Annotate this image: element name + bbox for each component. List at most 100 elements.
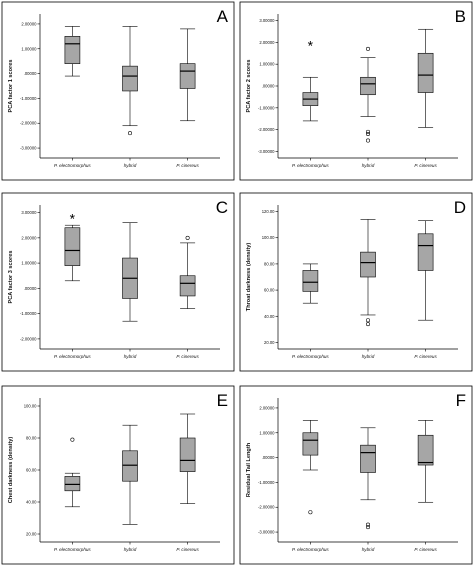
box-2 bbox=[417, 220, 434, 321]
y-tick-label: 20.00 bbox=[264, 340, 275, 345]
panel-letter: D bbox=[454, 198, 466, 217]
iqr-box bbox=[122, 450, 138, 482]
box-1 bbox=[360, 427, 376, 530]
outlier-point bbox=[365, 522, 370, 527]
x-tick-label: P. electromorphus bbox=[54, 354, 91, 359]
box-0: * bbox=[64, 211, 81, 282]
outlier-point bbox=[128, 131, 133, 136]
box-1 bbox=[122, 26, 138, 136]
y-tick-label: 2.00000 bbox=[21, 235, 37, 240]
box-1 bbox=[122, 424, 138, 525]
box-2 bbox=[179, 28, 196, 122]
x-tick-label: P. electromorphus bbox=[292, 547, 329, 552]
iqr-box bbox=[360, 251, 376, 278]
y-tick-label: 2.00000 bbox=[259, 405, 275, 410]
x-tick-label: hybrid bbox=[362, 547, 375, 552]
panel-A: -3.00000 -2.00000 -1.00000 .00000 1.00000 2.0… bbox=[1, 1, 235, 181]
y-axis-title: PCA factor 3 scores bbox=[8, 251, 14, 304]
panel-letter: C bbox=[216, 198, 228, 217]
x-tick-label: P. cinereus bbox=[176, 547, 199, 552]
y-tick-label: 1.00000 bbox=[21, 261, 37, 266]
y-tick-label: 2.00000 bbox=[21, 21, 37, 26]
box-0 bbox=[302, 420, 319, 515]
x-tick-label: P. electromorphus bbox=[292, 354, 329, 359]
y-tick-label: 40.00 bbox=[264, 314, 275, 319]
iqr-box bbox=[179, 437, 196, 472]
y-tick-label: 60.00 bbox=[26, 468, 37, 473]
box-0: * bbox=[302, 38, 319, 122]
box-0 bbox=[64, 437, 81, 508]
outlier-point bbox=[365, 132, 370, 137]
y-axis-title: Residual Tail Length bbox=[246, 442, 252, 497]
y-tick-label: 100.00 bbox=[24, 404, 37, 409]
box-0 bbox=[302, 263, 319, 304]
box-2 bbox=[179, 413, 196, 504]
y-tick-label: -1.00000 bbox=[258, 105, 275, 110]
y-tick-label: 2.00000 bbox=[259, 40, 275, 45]
x-tick-label: P. electromorphus bbox=[54, 163, 91, 168]
iqr-box bbox=[122, 65, 138, 92]
panel-frame bbox=[1, 192, 235, 372]
box-2 bbox=[417, 28, 434, 128]
box-0 bbox=[64, 26, 81, 77]
x-tick-label: hybrid bbox=[124, 547, 137, 552]
iqr-box bbox=[417, 233, 434, 271]
x-tick-label: hybrid bbox=[124, 354, 137, 359]
y-tick-label: -3.00000 bbox=[258, 149, 275, 154]
outlier-point bbox=[365, 525, 370, 530]
y-tick-label: 80.00 bbox=[264, 261, 275, 266]
y-tick-label: -3.00000 bbox=[258, 530, 275, 535]
x-tick-label: P. electromorphus bbox=[292, 163, 329, 168]
y-axis-title: PCA factor 2 scores bbox=[246, 60, 252, 113]
panel-frame bbox=[1, 1, 235, 181]
box-1 bbox=[360, 46, 376, 143]
x-tick-label: hybrid bbox=[362, 354, 375, 359]
iqr-box bbox=[179, 275, 196, 297]
x-tick-label: P. electromorphus bbox=[54, 547, 91, 552]
panel-F: -3.00000 -2.00000 -1.00000 .00000 1.00000 2.0… bbox=[239, 385, 473, 565]
panel-C: -2.00000 -1.00000 .00000 1.00000 2.00000 3.00… bbox=[1, 192, 235, 372]
y-tick-label: .00000 bbox=[262, 455, 275, 460]
y-tick-label: -2.00000 bbox=[258, 505, 275, 510]
x-tick-label: P. cinereus bbox=[414, 354, 437, 359]
extreme-marker: * bbox=[308, 38, 314, 54]
y-tick-label: 1.00000 bbox=[259, 430, 275, 435]
y-axis-title: PCA factor 1 scores bbox=[8, 60, 14, 113]
y-tick-label: 120.00 bbox=[262, 209, 275, 214]
x-tick-label: hybrid bbox=[362, 163, 375, 168]
panel-frame bbox=[239, 385, 473, 565]
y-tick-label: -1.00000 bbox=[20, 96, 37, 101]
outlier-point bbox=[365, 46, 370, 51]
x-tick-label: P. cinereus bbox=[414, 547, 437, 552]
extreme-marker: * bbox=[70, 211, 76, 227]
box-2 bbox=[179, 235, 196, 309]
outlier-point bbox=[365, 318, 370, 323]
iqr-box bbox=[360, 76, 376, 96]
panel-letter: E bbox=[217, 391, 228, 410]
x-tick-label: P. cinereus bbox=[414, 163, 437, 168]
y-tick-label: -2.00000 bbox=[20, 336, 37, 341]
iqr-box bbox=[64, 476, 81, 492]
x-tick-label: P. cinereus bbox=[176, 163, 199, 168]
iqr-box bbox=[179, 63, 196, 89]
y-tick-label: 60.00 bbox=[264, 288, 275, 293]
outlier-point bbox=[365, 138, 370, 143]
panel-letter: F bbox=[456, 391, 466, 410]
y-tick-label: 1.00000 bbox=[21, 46, 37, 51]
y-tick-label: -2.00000 bbox=[20, 121, 37, 126]
outlier-point bbox=[70, 437, 75, 442]
y-tick-label: 100.00 bbox=[262, 235, 275, 240]
panel-frame bbox=[239, 192, 473, 372]
panel-letter: B bbox=[455, 7, 466, 26]
y-tick-label: .00000 bbox=[24, 286, 37, 291]
box-2 bbox=[417, 420, 434, 503]
panel-frame bbox=[239, 1, 473, 181]
y-tick-label: 3.00000 bbox=[259, 18, 275, 23]
iqr-box bbox=[417, 434, 434, 466]
y-axis-title: Throat darkness (density) bbox=[246, 243, 252, 312]
box-1 bbox=[122, 222, 138, 322]
outlier-point bbox=[185, 235, 190, 240]
panel-E: 20.00 40.00 60.00 80.00 100.00 Chest darkness… bbox=[1, 385, 235, 565]
y-tick-label: -1.00000 bbox=[20, 311, 37, 316]
